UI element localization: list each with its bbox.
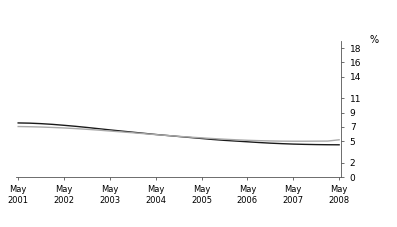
- Y-axis label: %: %: [370, 35, 378, 45]
- Females: [188, 136, 193, 138]
- Males: [303, 143, 307, 146]
- Females: [337, 138, 341, 141]
- Females: [291, 140, 296, 143]
- Line: Males: Males: [18, 123, 339, 145]
- Males: [39, 122, 44, 125]
- Males: [337, 143, 341, 146]
- Females: [314, 140, 318, 143]
- Females: [325, 140, 330, 142]
- Females: [233, 138, 238, 141]
- Females: [222, 138, 227, 141]
- Females: [142, 132, 146, 135]
- Females: [176, 135, 181, 138]
- Males: [211, 138, 216, 141]
- Males: [291, 143, 296, 146]
- Females: [256, 139, 261, 142]
- Females: [211, 137, 216, 140]
- Females: [50, 126, 55, 129]
- Males: [188, 136, 193, 139]
- Males: [325, 143, 330, 146]
- Females: [16, 125, 21, 128]
- Males: [153, 133, 158, 136]
- Males: [62, 124, 66, 127]
- Females: [199, 136, 204, 139]
- Males: [245, 141, 250, 143]
- Males: [314, 143, 318, 146]
- Females: [27, 125, 32, 128]
- Males: [108, 128, 112, 131]
- Females: [165, 134, 170, 137]
- Females: [62, 127, 66, 129]
- Males: [16, 122, 21, 124]
- Females: [245, 139, 250, 142]
- Males: [165, 134, 170, 137]
- Females: [131, 131, 135, 134]
- Males: [222, 139, 227, 142]
- Females: [85, 128, 89, 131]
- Females: [119, 131, 124, 133]
- Males: [85, 126, 89, 129]
- Females: [303, 140, 307, 143]
- Females: [96, 129, 101, 131]
- Males: [119, 130, 124, 132]
- Females: [268, 140, 273, 142]
- Males: [279, 142, 284, 145]
- Males: [96, 127, 101, 130]
- Males: [199, 137, 204, 140]
- Males: [233, 140, 238, 142]
- Males: [256, 141, 261, 144]
- Females: [153, 133, 158, 136]
- Males: [142, 132, 146, 135]
- Males: [73, 125, 78, 128]
- Females: [279, 140, 284, 143]
- Males: [268, 142, 273, 145]
- Females: [39, 126, 44, 128]
- Males: [176, 135, 181, 138]
- Females: [108, 130, 112, 132]
- Males: [50, 123, 55, 126]
- Line: Females: Females: [18, 126, 339, 141]
- Females: [73, 127, 78, 130]
- Males: [27, 122, 32, 125]
- Males: [131, 131, 135, 133]
